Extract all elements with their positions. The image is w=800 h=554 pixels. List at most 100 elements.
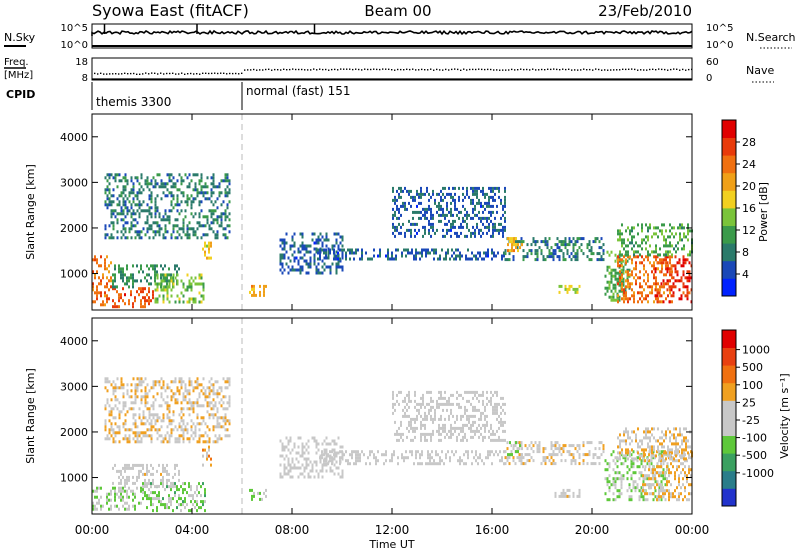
power-cell (618, 298, 621, 302)
power-cell (478, 210, 480, 214)
velocity-cell (156, 431, 159, 435)
velocity-cell (190, 500, 192, 504)
velocity-cell (648, 462, 650, 466)
velocity-cell (570, 462, 573, 466)
velocity-cell (660, 498, 663, 502)
velocity-cell (657, 439, 659, 443)
power-cell (400, 186, 402, 190)
freq-dot (379, 68, 381, 71)
velocity-cell (676, 468, 678, 472)
power-cell (202, 297, 205, 301)
power-cell (337, 265, 340, 269)
velocity-cell (321, 450, 323, 454)
velocity-cell (112, 416, 115, 420)
power-cell (459, 251, 461, 255)
velocity-cell (152, 401, 155, 405)
velocity-cell (192, 389, 195, 393)
velocity-cell (621, 439, 623, 443)
velocity-cell (142, 422, 145, 426)
power-cell (655, 297, 657, 301)
velocity-cell (335, 451, 338, 455)
power-cell (458, 216, 460, 220)
velocity-cell (202, 386, 205, 390)
velocity-cell (544, 459, 547, 463)
power-cell (311, 238, 314, 242)
power-cell (475, 254, 477, 258)
power-cell (228, 179, 231, 183)
velocity-cell (142, 380, 145, 384)
power-cell (669, 261, 671, 265)
power-cell (655, 279, 657, 283)
velocity-cell (407, 456, 409, 460)
power-cell (124, 206, 127, 210)
power-cell (321, 259, 324, 263)
velocity-cell (446, 399, 448, 403)
power-cell (379, 254, 381, 258)
power-cell (164, 276, 167, 280)
power-cell (200, 300, 203, 304)
power-cell (200, 176, 203, 180)
velocity-cell (612, 450, 615, 454)
power-cell (410, 222, 412, 226)
power-cell (130, 227, 133, 231)
power-cell (321, 241, 324, 245)
power-cell (118, 212, 121, 216)
velocity-cell (216, 416, 219, 420)
power-cell (202, 247, 204, 251)
power-cell (110, 173, 113, 177)
power-cell (459, 257, 461, 261)
power-cell (122, 197, 125, 201)
velocity-cell (148, 407, 151, 411)
power-cell (392, 207, 394, 211)
velocity-cell (602, 447, 605, 451)
power-cell (608, 271, 611, 275)
velocity-cell (509, 441, 511, 445)
velocity-cell (424, 426, 426, 430)
power-cell (180, 291, 183, 295)
velocity-cell (180, 485, 182, 489)
power-colorbar-tick: 8 (742, 246, 749, 259)
power-cell (325, 238, 328, 242)
power-cell (665, 261, 667, 265)
power-cell (406, 228, 408, 232)
power-cell (291, 235, 294, 239)
velocity-cell (606, 498, 609, 502)
velocity-cell (462, 435, 464, 439)
power-cell (503, 254, 505, 258)
velocity-cell (490, 426, 492, 430)
power-cell (126, 282, 128, 286)
power-cell (629, 285, 631, 289)
power-cell (202, 194, 205, 198)
velocity-cell (430, 435, 432, 439)
velocity-cell (548, 453, 551, 457)
velocity-cell (154, 485, 156, 489)
velocity-cell (466, 399, 468, 403)
velocity-cell (614, 483, 617, 487)
freq-dot (589, 68, 591, 71)
velocity-ylabel: Slant Range [km] (24, 368, 37, 464)
velocity-cell (481, 459, 483, 463)
power-cell (596, 237, 599, 241)
power-cell (104, 236, 107, 240)
velocity-cell (460, 393, 462, 397)
velocity-cell (450, 393, 452, 397)
velocity-cell (496, 390, 498, 394)
power-cell (104, 191, 107, 195)
velocity-cell (138, 380, 141, 384)
power-cell (112, 209, 115, 213)
velocity-cell (339, 462, 341, 466)
power-cell (647, 253, 649, 257)
freq-dot (619, 69, 621, 71)
velocity-cell (208, 428, 211, 432)
power-cell (132, 200, 135, 204)
velocity-cell (560, 453, 563, 457)
velocity-cell (448, 435, 450, 439)
power-cell (431, 248, 433, 252)
freq-dot (112, 73, 114, 75)
velocity-cell (303, 445, 306, 449)
velocity-cell (325, 442, 328, 446)
velocity-cell (618, 495, 621, 499)
freq-dot (160, 72, 162, 74)
power-cell (208, 209, 211, 213)
power-cell (540, 249, 543, 253)
